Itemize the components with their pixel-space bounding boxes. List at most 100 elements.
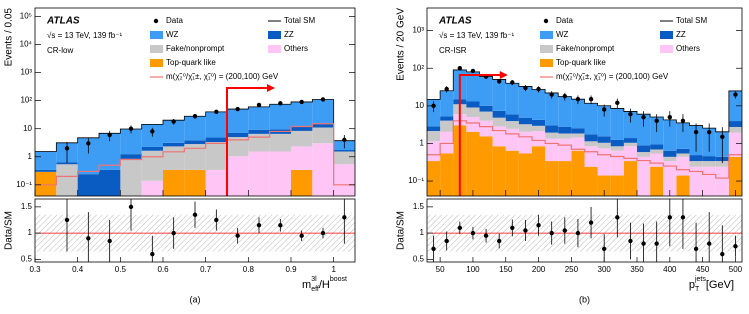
stack-bar <box>492 146 506 196</box>
stack-bar <box>205 111 227 138</box>
ratio-point <box>693 246 699 252</box>
legend-label: WZ <box>166 30 179 39</box>
data-point <box>431 103 436 109</box>
stack-bar <box>184 144 206 170</box>
ratio-point <box>575 230 581 236</box>
ratio-point <box>214 217 219 223</box>
stack-bar <box>584 141 598 147</box>
stack-bar <box>440 120 454 132</box>
data-point <box>150 129 155 134</box>
stack-bar <box>545 161 559 196</box>
stack-bar <box>427 141 441 162</box>
panel: 10⁻¹ 1 10 10² 10³ 0.5 1 1.5 50 100 150 200 250 300 350… <box>396 7 743 304</box>
ratio-point <box>171 230 176 236</box>
legend-label: m(χ̃₂⁰/χ̃₁±, χ̃₁⁰) = (200,100) GeV <box>556 72 669 81</box>
stack-bar <box>99 169 121 196</box>
stack-bar <box>184 169 206 196</box>
x-axis-label: m <box>302 279 311 291</box>
legend-swatch <box>150 45 163 53</box>
stack-bar <box>440 116 454 121</box>
stack-bar <box>689 155 703 162</box>
stack-bar <box>663 150 677 157</box>
stack-bar <box>518 117 532 125</box>
ratio-point <box>733 244 738 249</box>
data-point <box>444 86 449 92</box>
x-axis-label: boost <box>330 276 347 283</box>
stack-bar <box>702 156 716 162</box>
data-point <box>733 92 738 97</box>
x-tick-label: 500 <box>729 265 743 274</box>
stack-bar <box>728 132 742 157</box>
data-point <box>171 119 176 124</box>
stack-bar <box>205 137 227 143</box>
data-point <box>549 92 554 97</box>
stack-bar <box>637 114 651 146</box>
stack-bar <box>558 126 572 134</box>
stack-bar <box>597 175 611 196</box>
x-tick-label: 400 <box>663 265 677 274</box>
stack-bar <box>479 76 493 106</box>
stack-bar <box>120 129 142 155</box>
ratio-y-label: Data/SM <box>396 211 407 250</box>
stack-bar <box>532 131 546 147</box>
x-axis-label: /H <box>319 279 330 291</box>
data-point <box>641 114 646 120</box>
x-axis-label: jets <box>694 276 706 283</box>
stack-bar <box>571 150 585 196</box>
ratio-point <box>667 215 673 220</box>
stack-bar <box>35 171 57 196</box>
stack-bar <box>291 169 313 196</box>
stack-bar <box>269 104 291 130</box>
x-axis-label: eff <box>311 286 319 293</box>
stack-bar <box>291 130 313 147</box>
stack-bar <box>545 125 559 133</box>
ratio-y-tick-label: 1 <box>28 228 33 237</box>
stack-bar <box>291 126 313 131</box>
x-axis-label: 3l <box>311 276 317 283</box>
stack-bar <box>248 133 270 152</box>
caption: (b) <box>579 294 590 304</box>
stack-bar <box>532 89 546 120</box>
legend-marker <box>543 18 549 24</box>
stack-bar <box>205 169 227 196</box>
stack-bar <box>248 129 270 134</box>
data-point <box>693 129 699 135</box>
stack-bar <box>650 166 664 196</box>
stack-bar <box>77 174 99 196</box>
stack-bar <box>597 105 611 137</box>
x-tick-label: 0.7 <box>200 265 212 274</box>
stack-bar <box>312 127 334 144</box>
stack-bar <box>610 175 624 196</box>
x-tick-label: 350 <box>630 265 644 274</box>
stack-bar <box>610 150 624 176</box>
data-point <box>192 113 198 119</box>
stack-bar <box>99 133 121 170</box>
legend-label: Top-quark like <box>556 58 606 67</box>
stack-bar <box>728 121 742 127</box>
stack-bar <box>505 114 519 122</box>
stack-bar <box>545 138 559 162</box>
region-label: CR-ISR <box>439 46 467 55</box>
ratio-point <box>628 238 633 244</box>
data-point <box>510 80 515 85</box>
ratio-point <box>654 241 659 246</box>
stack-bar <box>56 162 78 165</box>
ratio-plot <box>35 199 355 262</box>
stack-bar <box>584 103 598 135</box>
data-point <box>470 68 476 74</box>
stack-bar <box>597 148 611 176</box>
legend-swatch <box>268 45 281 53</box>
x-tick-label: 50 <box>436 265 445 274</box>
ratio-y-tick-label: 1.5 <box>21 202 33 211</box>
stack-bar <box>466 101 480 108</box>
legend-label: Total SM <box>284 16 315 25</box>
stack-bar <box>545 132 559 139</box>
data-point <box>107 132 112 138</box>
y-tick-label: 1 <box>420 139 425 148</box>
ratio-frame <box>426 198 743 263</box>
stack-bar <box>492 117 506 127</box>
stack-bar <box>205 142 227 170</box>
ratio-point <box>601 246 607 252</box>
